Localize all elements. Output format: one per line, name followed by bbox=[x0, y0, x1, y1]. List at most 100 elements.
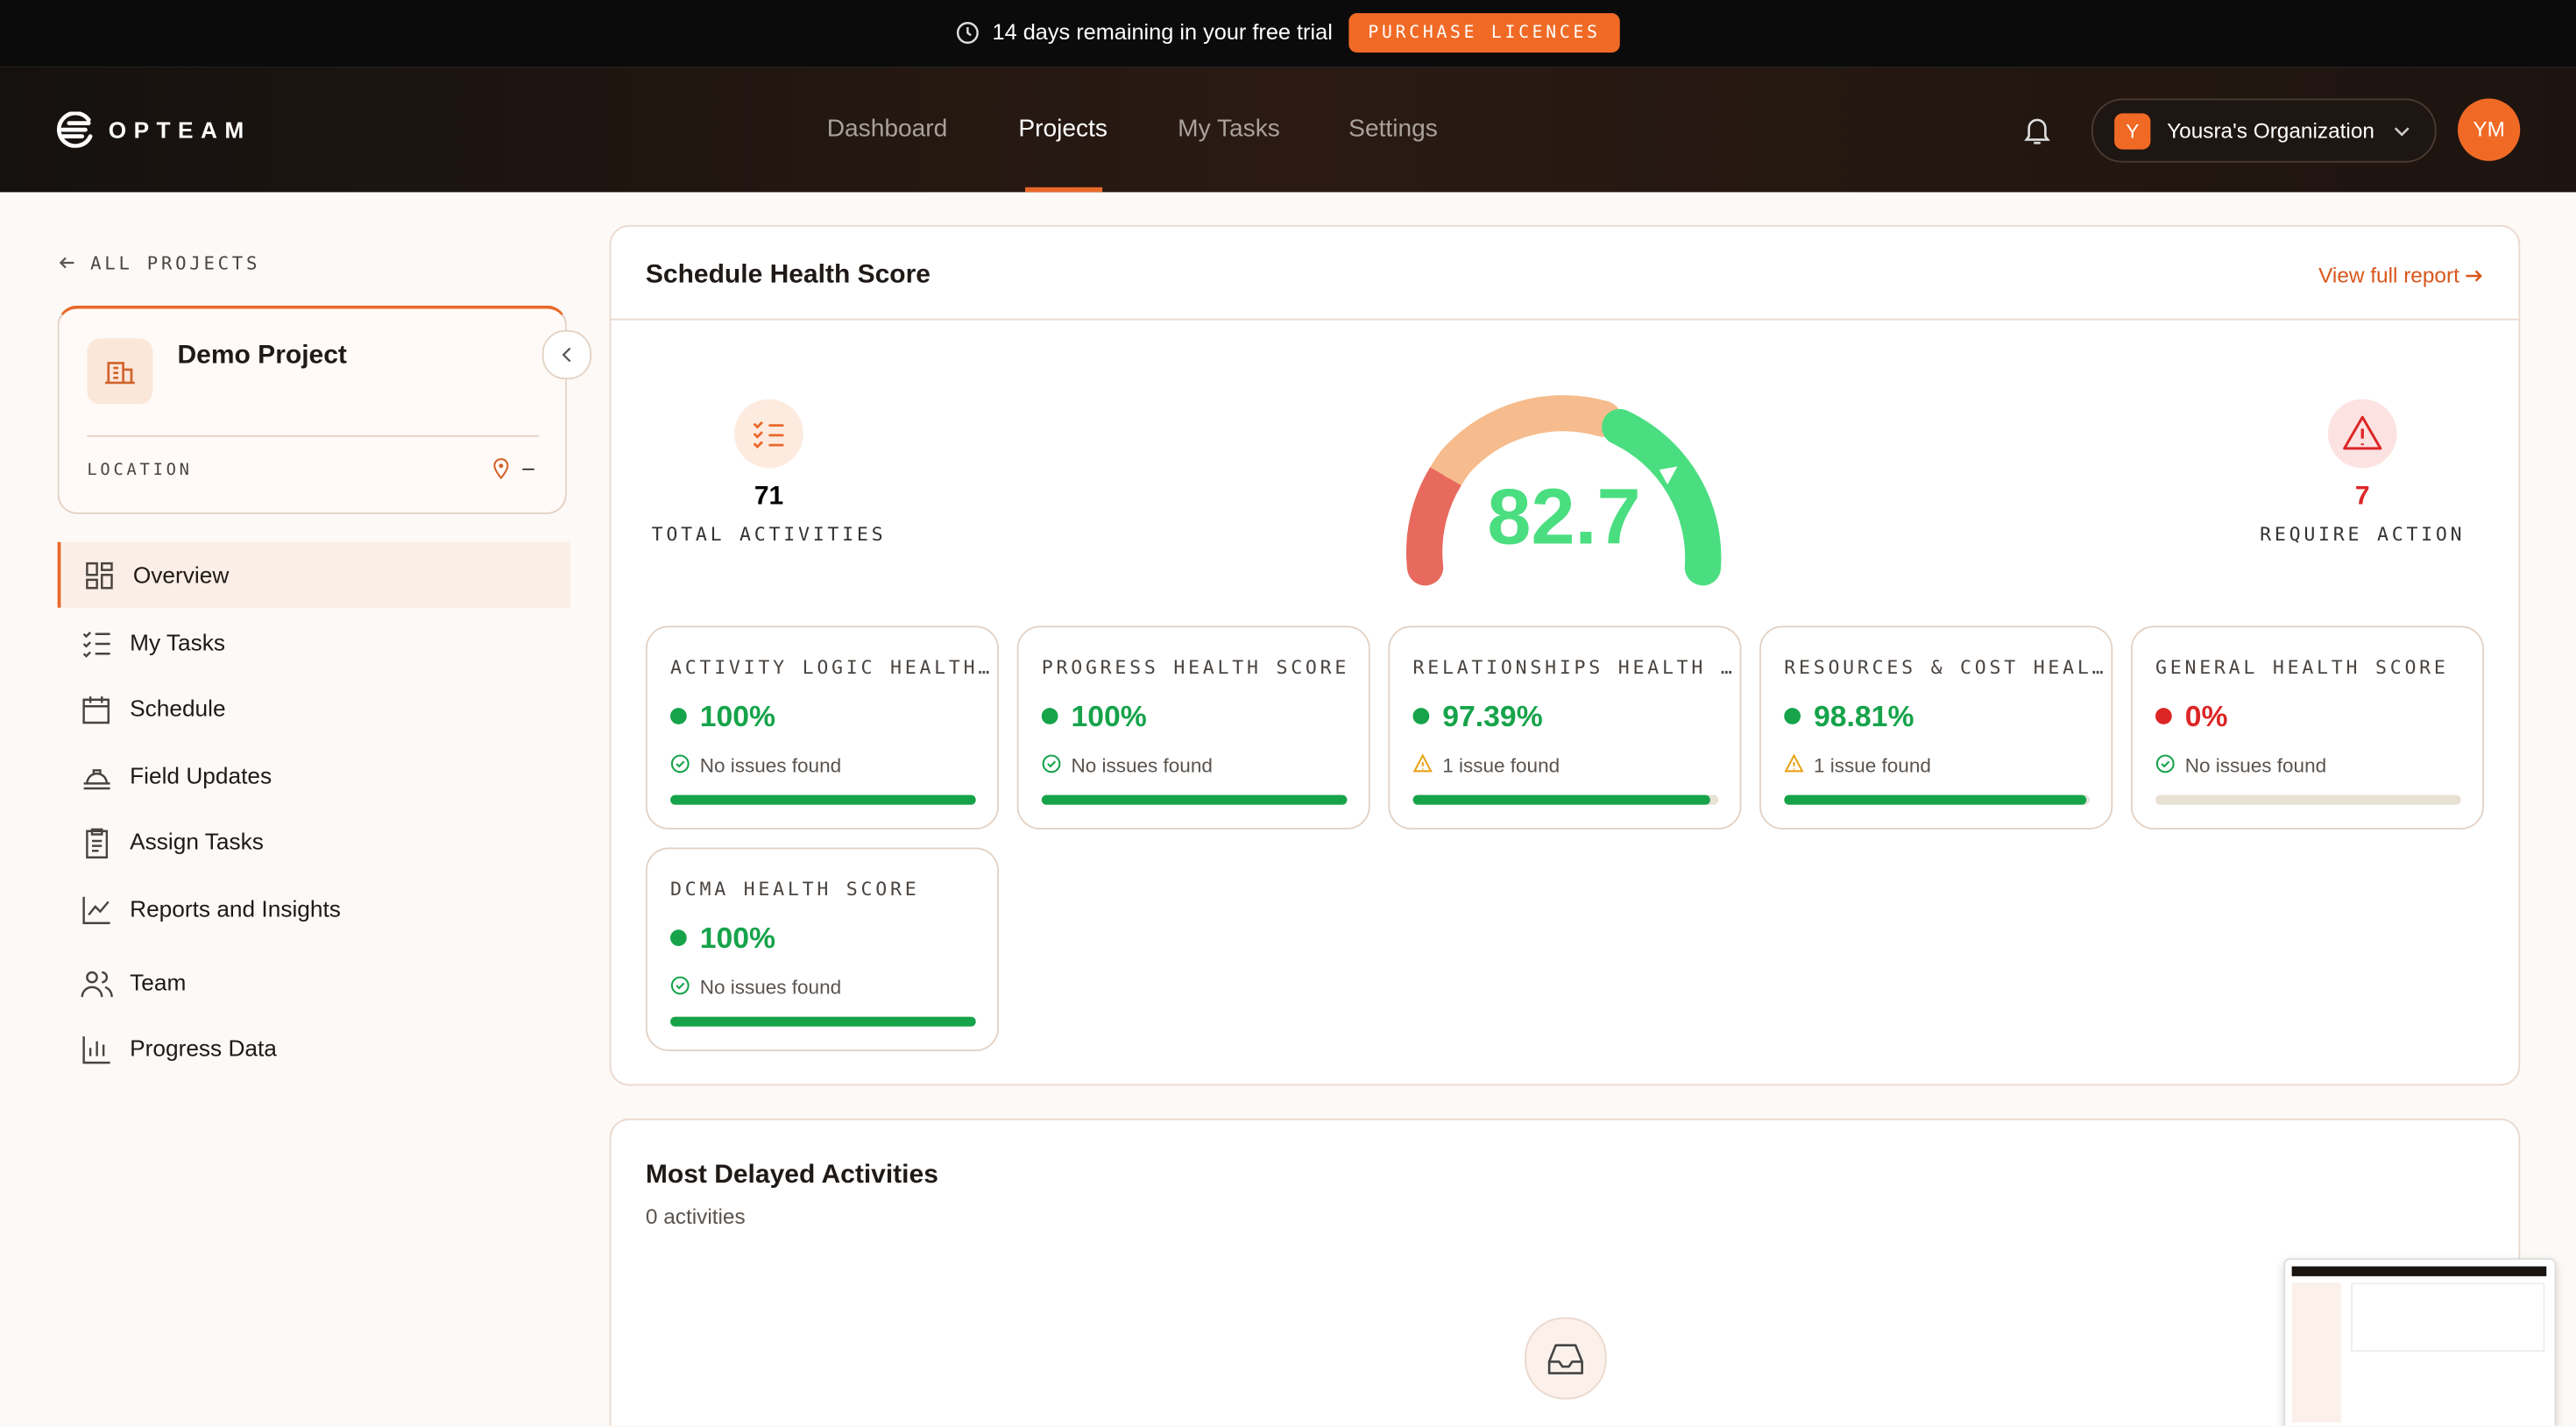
card-value: 100% bbox=[699, 921, 776, 955]
progress-track bbox=[1041, 795, 1348, 805]
collapse-button[interactable] bbox=[541, 329, 591, 380]
require-action-label: REQUIRE ACTION bbox=[2260, 522, 2466, 546]
user-avatar[interactable]: YM bbox=[2458, 98, 2521, 161]
status-icon bbox=[1784, 753, 1804, 773]
menu-label: Reports and Insights bbox=[130, 894, 341, 922]
menu-label: Field Updates bbox=[130, 762, 272, 788]
score-card: PROGRESS HEALTH SCORE 100% No issues found bbox=[1016, 625, 1370, 830]
menu-label: Progress Data bbox=[130, 1035, 277, 1062]
icon-path bbox=[82, 696, 110, 724]
menu-icon bbox=[82, 632, 110, 658]
empty-icon bbox=[1525, 1317, 1607, 1400]
health-panel: Schedule Health Score View full report 7… bbox=[609, 224, 2521, 1086]
back-arrow bbox=[59, 257, 74, 269]
top-nav: OPTEAM Dashboard Projects My Tasks Setti… bbox=[0, 67, 2576, 193]
org-name: Yousra's Organization bbox=[2167, 118, 2374, 144]
location-label: LOCATION bbox=[87, 461, 193, 480]
menu-item[interactable]: Overview bbox=[57, 541, 570, 608]
status-dot bbox=[2155, 708, 2172, 724]
nav-link[interactable]: My Tasks bbox=[1178, 115, 1280, 144]
preview-thumbnail[interactable] bbox=[2283, 1258, 2557, 1426]
icon-path bbox=[82, 1036, 110, 1064]
icon-path bbox=[82, 632, 110, 658]
progress-track bbox=[670, 795, 976, 805]
icon-path bbox=[83, 769, 110, 790]
card-title: RESOURCES & COST HEAL… bbox=[1784, 655, 2107, 679]
total-activities: 71 bbox=[754, 483, 784, 512]
trial-text: 14 days remaining in your free trial bbox=[992, 19, 1333, 45]
card-title: ACTIVITY LOGIC HEALTH… bbox=[670, 655, 994, 679]
menu-item[interactable]: Field Updates bbox=[58, 743, 567, 809]
project-name: Demo Project bbox=[177, 342, 347, 370]
pin-icon bbox=[493, 458, 509, 480]
check-path bbox=[2155, 754, 2175, 774]
total-label: TOTAL ACTIVITIES bbox=[651, 522, 887, 546]
progress-fill bbox=[670, 795, 976, 805]
project-icon bbox=[87, 338, 153, 405]
trial-banner: 14 days remaining in your free trial PUR… bbox=[0, 0, 2576, 67]
status-icon bbox=[1412, 753, 1433, 773]
delayed-panel: Most Delayed Activities 0 activities bbox=[609, 1118, 2521, 1426]
status-text: No issues found bbox=[699, 975, 842, 999]
menu-label: My Tasks bbox=[130, 629, 226, 656]
back-link[interactable]: ALL PROJECTS bbox=[90, 252, 261, 275]
org-initial: Y bbox=[2114, 113, 2151, 150]
menu-item[interactable]: My Tasks bbox=[58, 610, 567, 675]
icon-path bbox=[86, 562, 113, 590]
status-text: No issues found bbox=[699, 753, 842, 777]
nav-link[interactable]: Projects bbox=[1018, 115, 1108, 144]
progress-fill bbox=[1041, 795, 1348, 805]
panel-subtitle: 0 activities bbox=[645, 1204, 746, 1229]
panel-title: Schedule Health Score bbox=[645, 261, 931, 289]
status-text: 1 issue found bbox=[1442, 753, 1560, 777]
org-switcher[interactable]: Y Yousra's Organization bbox=[2091, 98, 2437, 163]
menu-label: Team bbox=[130, 969, 187, 996]
score-card: RELATIONSHIPS HEALTH … 97.39% 1 issue foun… bbox=[1388, 625, 1742, 830]
menu-item[interactable]: Team bbox=[58, 950, 567, 1015]
activities-icon bbox=[734, 399, 803, 469]
menu-label: Overview bbox=[132, 562, 230, 589]
warning-icon bbox=[2327, 399, 2397, 469]
warning-path bbox=[1784, 753, 1804, 773]
status-icon bbox=[670, 754, 690, 774]
card-value: 100% bbox=[1071, 699, 1147, 733]
card-title: DCMA HEALTH SCORE bbox=[670, 877, 920, 901]
status-dot bbox=[670, 708, 687, 724]
menu-item[interactable]: Progress Data bbox=[58, 1015, 567, 1081]
card-value: 100% bbox=[699, 699, 776, 733]
status-dot bbox=[1041, 708, 1058, 724]
nav-link[interactable]: Settings bbox=[1348, 115, 1438, 144]
score-card: DCMA HEALTH SCORE 100% No issues found bbox=[645, 847, 999, 1051]
progress-track bbox=[670, 1016, 976, 1027]
status-icon bbox=[1042, 754, 1061, 774]
score-card: GENERAL HEALTH SCORE 0% No issues found bbox=[2130, 625, 2484, 830]
status-dot bbox=[1784, 708, 1801, 724]
menu-icon bbox=[82, 1036, 110, 1064]
menu-icon bbox=[83, 769, 110, 790]
score-gauge bbox=[1405, 395, 1722, 586]
warning-path bbox=[1412, 753, 1433, 773]
purchase-button[interactable]: PURCHASE LICENCES bbox=[1348, 13, 1620, 53]
score-card: ACTIVITY LOGIC HEALTH… 100% No issues foun… bbox=[645, 625, 999, 830]
card-title: RELATIONSHIPS HEALTH … bbox=[1412, 655, 1736, 679]
bell-icon[interactable] bbox=[2022, 113, 2052, 146]
thumb-panel bbox=[2351, 1282, 2545, 1353]
link-arrow bbox=[2466, 270, 2482, 282]
menu-item[interactable]: Schedule bbox=[58, 675, 567, 741]
nav-link[interactable]: Dashboard bbox=[826, 115, 948, 144]
report-link[interactable]: View full report bbox=[2318, 263, 2459, 288]
divider bbox=[87, 434, 539, 437]
check-path bbox=[670, 754, 690, 774]
icon-path bbox=[81, 971, 113, 998]
logo-icon bbox=[57, 111, 93, 148]
active-underline bbox=[1025, 187, 1103, 193]
progress-fill bbox=[1784, 795, 2086, 805]
clock-icon bbox=[956, 22, 979, 44]
menu-item[interactable]: Reports and Insights bbox=[58, 875, 567, 941]
progress-fill bbox=[670, 1016, 976, 1027]
location-value: – bbox=[522, 455, 534, 480]
menu-item[interactable]: Assign Tasks bbox=[58, 809, 567, 874]
logo-text: OPTEAM bbox=[108, 117, 251, 144]
